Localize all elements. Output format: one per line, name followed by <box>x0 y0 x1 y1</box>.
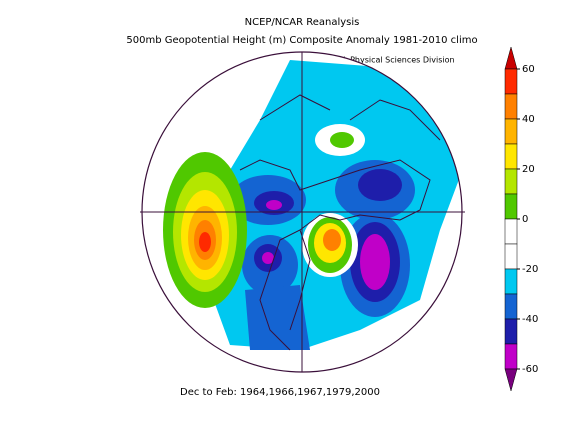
colorbar-band <box>504 168 518 195</box>
colorbar-band <box>504 293 518 320</box>
anomaly-field <box>142 52 462 372</box>
credit: NOAA/ESRL Physical Sciences Division <box>301 56 454 65</box>
colorbar-band <box>504 68 518 95</box>
colorbar-cap <box>504 368 518 392</box>
subtitle: 500mb Geopotential Height (m) Composite … <box>126 35 477 46</box>
colorbar-band <box>504 218 518 245</box>
colorbar-tick-label: -40 <box>522 314 538 325</box>
colorbar-band <box>504 243 518 270</box>
colorbar-cap <box>504 46 518 70</box>
colorbar-band <box>504 318 518 345</box>
caption: Dec to Feb: 1964,1966,1967,1979,2000 <box>180 387 380 398</box>
colorbar: 60 40 20 0 -20 -40 -60 <box>504 46 538 392</box>
colorbar-band <box>504 343 518 370</box>
colorbar-tick-label: 60 <box>522 64 535 75</box>
colorbar-tick-label: 40 <box>522 114 535 125</box>
colorbar-band <box>504 118 518 145</box>
colorbar-band <box>504 93 518 120</box>
colorbar-tick-label: -20 <box>522 264 538 275</box>
colorbar-tick-label: 20 <box>522 164 535 175</box>
colorbar-band <box>504 268 518 295</box>
colorbar-band <box>504 143 518 170</box>
colorbar-tick-label: -60 <box>522 364 538 375</box>
colorbar-tick-label: 0 <box>522 214 528 225</box>
title: NCEP/NCAR Reanalysis <box>245 17 360 28</box>
colorbar-band <box>504 193 518 220</box>
